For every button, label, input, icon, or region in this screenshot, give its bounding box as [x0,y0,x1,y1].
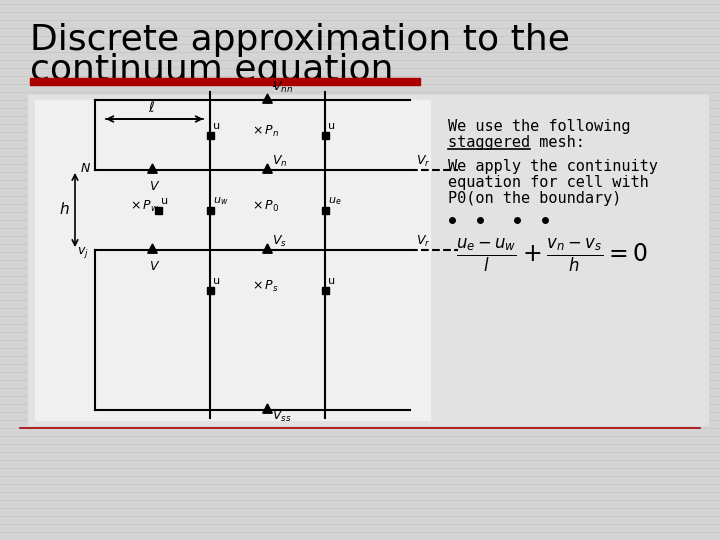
Text: $\frac{u_e - u_w}{l} + \frac{v_n - v_s}{h} = 0$: $\frac{u_e - u_w}{l} + \frac{v_n - v_s}{… [456,236,648,274]
Text: $v_j$: $v_j$ [77,245,89,260]
Polygon shape [148,244,157,253]
Polygon shape [263,244,272,253]
Polygon shape [148,164,157,173]
Text: $\times\, P_w$: $\times\, P_w$ [130,198,160,213]
Text: V: V [150,260,158,273]
Text: staggered mesh:: staggered mesh: [448,136,585,151]
Text: $\ell$: $\ell$ [148,99,156,114]
Text: V: V [150,179,158,192]
Polygon shape [263,94,272,103]
Text: $u_e$: $u_e$ [328,195,341,207]
Bar [207,287,214,294]
Bar [28,95,708,425]
Text: u: u [213,276,220,286]
Bar [155,206,161,213]
Text: $\times\, P_n$: $\times\, P_n$ [253,124,279,139]
Text: continuum equation: continuum equation [30,53,394,87]
Text: $V_{nn}$: $V_{nn}$ [271,79,292,94]
Text: $V_{ss}$: $V_{ss}$ [271,408,291,423]
Text: equation for cell with: equation for cell with [448,176,649,191]
Bar [207,206,214,213]
Text: $V_n$: $V_n$ [271,153,287,168]
Polygon shape [263,404,272,413]
Text: $\times\, P_0$: $\times\, P_0$ [253,198,279,213]
Text: Discrete approximation to the: Discrete approximation to the [30,23,570,57]
Text: We apply the continuity: We apply the continuity [448,159,658,174]
Text: u: u [161,196,168,206]
Text: $V_s$: $V_s$ [271,233,287,248]
Text: $V_r$: $V_r$ [416,233,431,248]
Bar [30,78,420,85]
Text: u: u [213,121,220,131]
Bar [35,100,430,420]
Text: $u_w$: $u_w$ [213,195,228,207]
Text: N: N [81,161,91,174]
Text: u: u [328,276,335,286]
Bar [322,206,328,213]
Text: $V_r$: $V_r$ [416,153,431,168]
Text: h: h [59,202,68,218]
Text: u: u [328,121,335,131]
Text: We use the following: We use the following [448,119,631,134]
Polygon shape [263,164,272,173]
Bar [322,287,328,294]
Text: $\times\, P_s$: $\times\, P_s$ [253,279,279,294]
Bar [207,132,214,138]
Text: P0(on the boundary): P0(on the boundary) [448,192,621,206]
Bar [322,132,328,138]
